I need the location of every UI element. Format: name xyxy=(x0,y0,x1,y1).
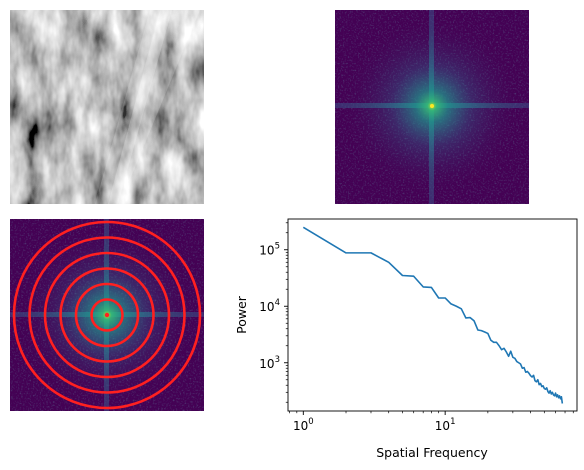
y-axis-label: Power xyxy=(234,295,249,334)
y-tick-label: 104 xyxy=(259,298,280,314)
grayscale-image-panel xyxy=(10,10,204,204)
fft-rings-panel xyxy=(10,219,204,411)
plot-area xyxy=(302,226,564,404)
fft-image-panel xyxy=(335,10,529,204)
radial-ring xyxy=(74,282,140,348)
x-axis-ticks: 100 101 xyxy=(293,411,456,433)
radial-ring xyxy=(59,267,155,363)
x-axis-label: Spatial Frequency xyxy=(376,445,488,460)
y-tick-label: 103 xyxy=(259,355,280,371)
power-spectrum-line xyxy=(302,226,564,404)
y-axis-ticks: 103 104 105 xyxy=(259,242,288,371)
x-tick-label: 101 xyxy=(435,417,456,433)
axes-frame xyxy=(287,218,578,412)
minor-ticks xyxy=(285,222,574,414)
radial-ring xyxy=(28,236,186,394)
radial-rings xyxy=(12,220,202,410)
radial-ring xyxy=(43,251,171,379)
power-spectrum-chart: 100 101 103 104 105 Spatial Frequency Power xyxy=(234,218,578,460)
center-marker xyxy=(104,312,110,318)
x-tick-label: 100 xyxy=(293,417,314,433)
radial-ring xyxy=(12,220,202,410)
radial-ring xyxy=(90,298,124,332)
y-tick-label: 105 xyxy=(259,242,280,258)
